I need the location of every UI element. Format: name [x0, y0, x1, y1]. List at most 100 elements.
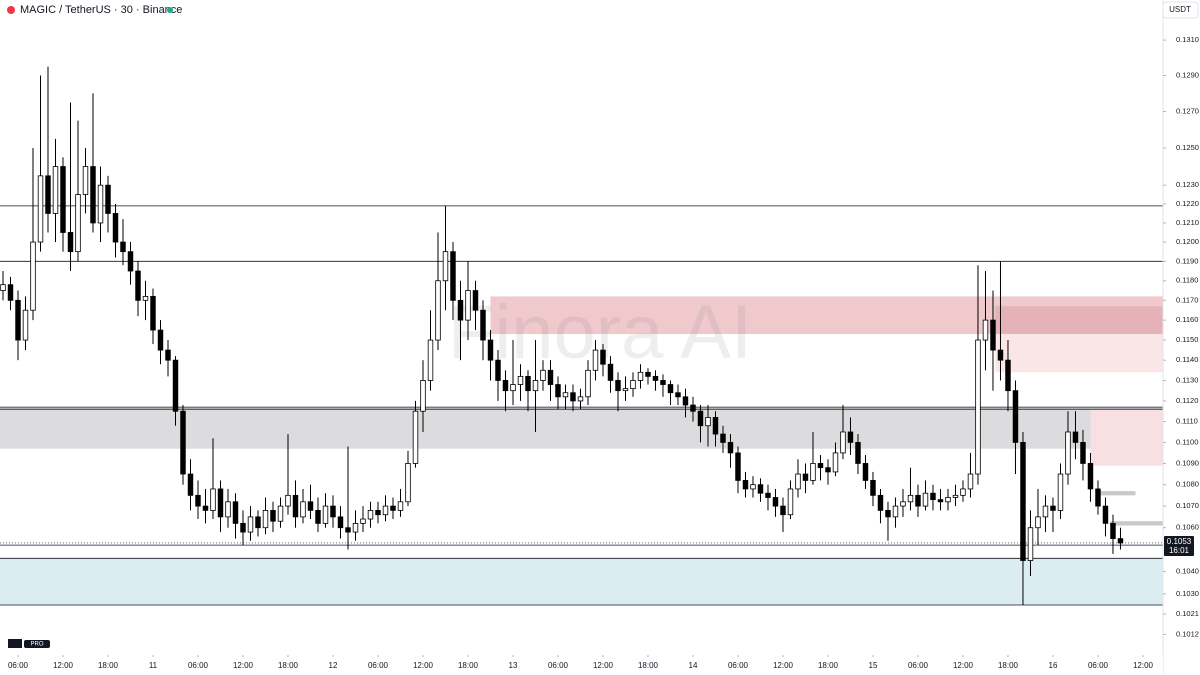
market-status[interactable]: [167, 7, 173, 13]
axes: 0.1310 0.1290 0.1270 0.1250 0.1230 0.1220 0.12…: [8, 35, 1199, 670]
candle-body: [75, 194, 81, 253]
candle-body: [495, 359, 501, 381]
candle-body: [997, 349, 1004, 361]
candle-body: [847, 431, 854, 443]
zone: [1109, 521, 1163, 526]
candle-body: [562, 392, 569, 398]
y-tick-label: 0.1270: [1176, 106, 1199, 115]
candle-body: [840, 431, 846, 454]
x-tick-label: 18:00: [458, 661, 479, 670]
y-tick-label: 0.1140: [1176, 355, 1198, 364]
candle-body: [1110, 522, 1116, 540]
candle-body: [240, 522, 246, 533]
x-tick-label: 14: [689, 661, 698, 670]
candle-body: [1102, 505, 1109, 524]
candle-body: [787, 488, 794, 516]
x-tick-label: 06:00: [188, 661, 209, 670]
candle-body: [600, 349, 606, 365]
candle-body: [697, 410, 704, 427]
candle-body: [540, 369, 546, 381]
candle-body: [592, 349, 599, 371]
candle-body: [900, 501, 906, 507]
time-axis: [0, 655, 1163, 675]
candle-body: [1027, 527, 1034, 561]
candle-body: [150, 296, 156, 331]
x-tick-label: 06:00: [1088, 661, 1109, 670]
candle-body: [405, 463, 411, 503]
x-tick-label: 11: [149, 661, 158, 670]
candle-body: [682, 396, 689, 406]
y-tick-label: 0.1021: [1176, 609, 1199, 618]
candle-body: [720, 433, 726, 443]
candle-body: [547, 369, 554, 385]
x-tick-label: 18:00: [98, 661, 119, 670]
x-tick-label: 12:00: [1133, 661, 1154, 670]
candle-body: [922, 492, 929, 507]
currency-button[interactable]: [1162, 1, 1199, 19]
y-tick-label: 0.1180: [1176, 276, 1198, 285]
candle-body: [1035, 516, 1041, 529]
zone: [995, 306, 1163, 335]
candle-body: [330, 505, 336, 518]
candle-body: [637, 371, 644, 381]
last-price-label: 0.1053: [1167, 537, 1192, 546]
zone: [0, 407, 1163, 449]
candle-body: [97, 184, 104, 224]
candle-body: [982, 319, 989, 341]
y-tick-label: 0.1130: [1176, 375, 1198, 384]
candle-body: [1072, 431, 1079, 443]
candle-body: [810, 463, 816, 481]
candle-body: [675, 392, 681, 398]
candle-body: [112, 213, 119, 243]
candle-body: [1080, 442, 1086, 464]
candle-body: [382, 505, 389, 516]
candle-body: [172, 359, 179, 412]
x-tick-label: 12:00: [233, 661, 254, 670]
symbol-title: MAGIC / TetherUS · 30 · Binance: [20, 4, 182, 16]
candle-body: [727, 442, 734, 454]
candle-body: [157, 329, 164, 351]
zone: [1100, 491, 1136, 496]
candle-body: [0, 284, 6, 291]
price-axis: [1163, 0, 1200, 675]
candle-body: [262, 510, 269, 529]
x-tick-label: 18:00: [278, 661, 299, 670]
candle-body: [1065, 431, 1071, 475]
candle-body: [127, 251, 134, 272]
candle-body: [975, 339, 981, 475]
candle-body: [427, 339, 434, 381]
candle-body: [780, 505, 786, 516]
candle-body: [60, 166, 66, 233]
candle-body: [337, 516, 344, 529]
y-tick-label: 0.1080: [1176, 480, 1199, 489]
x-tick-label: 18:00: [638, 661, 659, 670]
x-tick-label: 15: [869, 661, 878, 670]
candle-body: [1012, 390, 1019, 443]
candle-body: [247, 516, 254, 533]
candle-body: [712, 417, 719, 435]
candle-body: [622, 388, 629, 392]
y-tick-label: 0.1100: [1176, 437, 1198, 446]
zone: [995, 334, 1163, 373]
candle-body: [1005, 359, 1011, 392]
candle-body: [660, 380, 666, 385]
candle-body: [450, 251, 456, 301]
candle-body: [217, 488, 224, 518]
candle-body: [652, 375, 659, 381]
x-tick-label: 18:00: [998, 661, 1019, 670]
candle-body: [795, 473, 801, 490]
candle-body: [742, 480, 749, 490]
candle-body: [705, 417, 711, 427]
y-tick-label: 0.1030: [1176, 589, 1199, 598]
candle-body: [390, 505, 396, 511]
candle-body: [187, 473, 194, 496]
y-tick-label: 0.1250: [1176, 143, 1199, 152]
candle-body: [322, 505, 329, 524]
candle-body: [7, 284, 14, 301]
candle-body: [90, 166, 96, 224]
candle-body: [757, 484, 764, 494]
x-tick-label: 12:00: [773, 661, 794, 670]
candle-body: [862, 463, 869, 481]
candle-body: [517, 375, 524, 385]
candle-body: [315, 510, 321, 524]
